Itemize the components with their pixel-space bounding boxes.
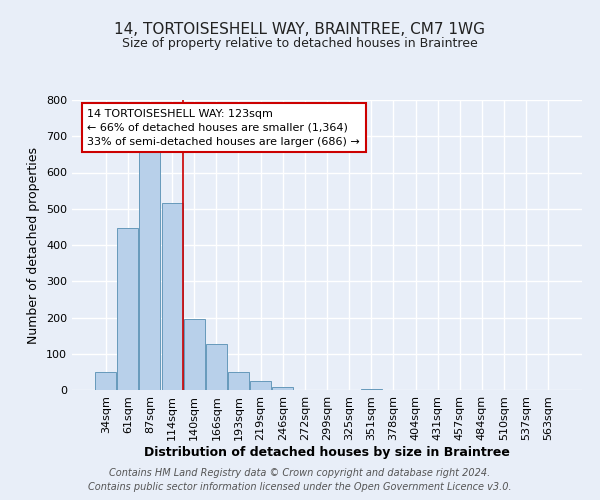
Text: Contains public sector information licensed under the Open Government Licence v3: Contains public sector information licen…	[88, 482, 512, 492]
Bar	[184, 318, 205, 390]
X-axis label: Distribution of detached houses by size in Braintree: Distribution of detached houses by size …	[144, 446, 510, 458]
Text: 14, TORTOISESHELL WAY, BRAINTREE, CM7 1WG: 14, TORTOISESHELL WAY, BRAINTREE, CM7 1W…	[115, 22, 485, 38]
Bar	[206, 344, 227, 390]
Text: Contains HM Land Registry data © Crown copyright and database right 2024.: Contains HM Land Registry data © Crown c…	[109, 468, 491, 477]
Bar	[139, 148, 160, 390]
Text: Size of property relative to detached houses in Braintree: Size of property relative to detached ho…	[122, 38, 478, 51]
Y-axis label: Number of detached properties: Number of detached properties	[28, 146, 40, 344]
Text: 14 TORTOISESHELL WAY: 123sqm
← 66% of detached houses are smaller (1,364)
33% of: 14 TORTOISESHELL WAY: 123sqm ← 66% of de…	[88, 108, 360, 146]
Bar	[228, 372, 249, 390]
Bar	[95, 372, 116, 390]
Bar	[161, 204, 182, 390]
Bar	[250, 380, 271, 390]
Bar	[272, 387, 293, 390]
Bar	[118, 228, 139, 390]
